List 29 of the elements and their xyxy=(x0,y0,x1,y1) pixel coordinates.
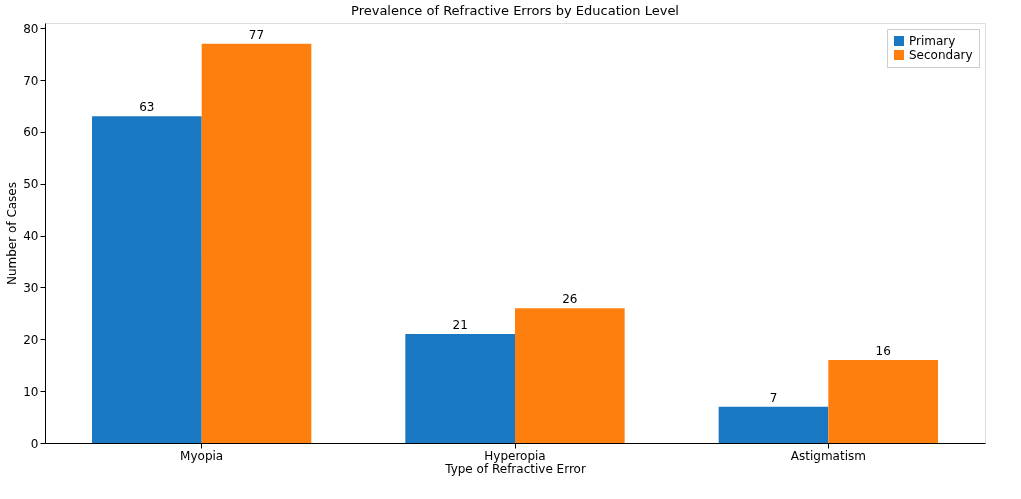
chart-title: Prevalence of Refractive Errors by Education Level xyxy=(351,3,679,19)
x-tick-label: Myopia xyxy=(180,448,224,463)
legend-label: Primary xyxy=(909,34,956,48)
bar xyxy=(92,116,202,443)
x-axis-title: Type of Refractive Error xyxy=(444,461,586,476)
bar xyxy=(828,360,938,443)
x-tick-label: Astigmatism xyxy=(790,448,866,463)
y-tick-label: 70 xyxy=(23,73,39,88)
data-label: 63 xyxy=(139,100,155,115)
y-tick-label: 20 xyxy=(23,332,39,347)
y-tick-label: 60 xyxy=(23,125,39,140)
legend-label: Secondary xyxy=(909,48,973,62)
data-label: 16 xyxy=(875,344,891,359)
bar xyxy=(718,406,829,443)
y-tick-label: 10 xyxy=(23,384,39,399)
bar xyxy=(405,334,515,443)
y-tick-label: 30 xyxy=(23,280,39,295)
x-tick-label: Hyperopia xyxy=(484,448,546,463)
bar xyxy=(201,43,312,443)
data-label: 26 xyxy=(562,292,578,307)
y-tick-label: 40 xyxy=(23,229,39,244)
y-axis-title: Number of Cases xyxy=(5,181,20,286)
data-label: 77 xyxy=(248,27,265,42)
y-tick-label: 0 xyxy=(30,436,39,451)
y-tick-label: 80 xyxy=(23,21,39,36)
data-label: 7 xyxy=(769,390,778,405)
bar xyxy=(515,308,625,443)
data-label: 21 xyxy=(452,318,468,333)
y-tick-label: 50 xyxy=(23,177,39,192)
